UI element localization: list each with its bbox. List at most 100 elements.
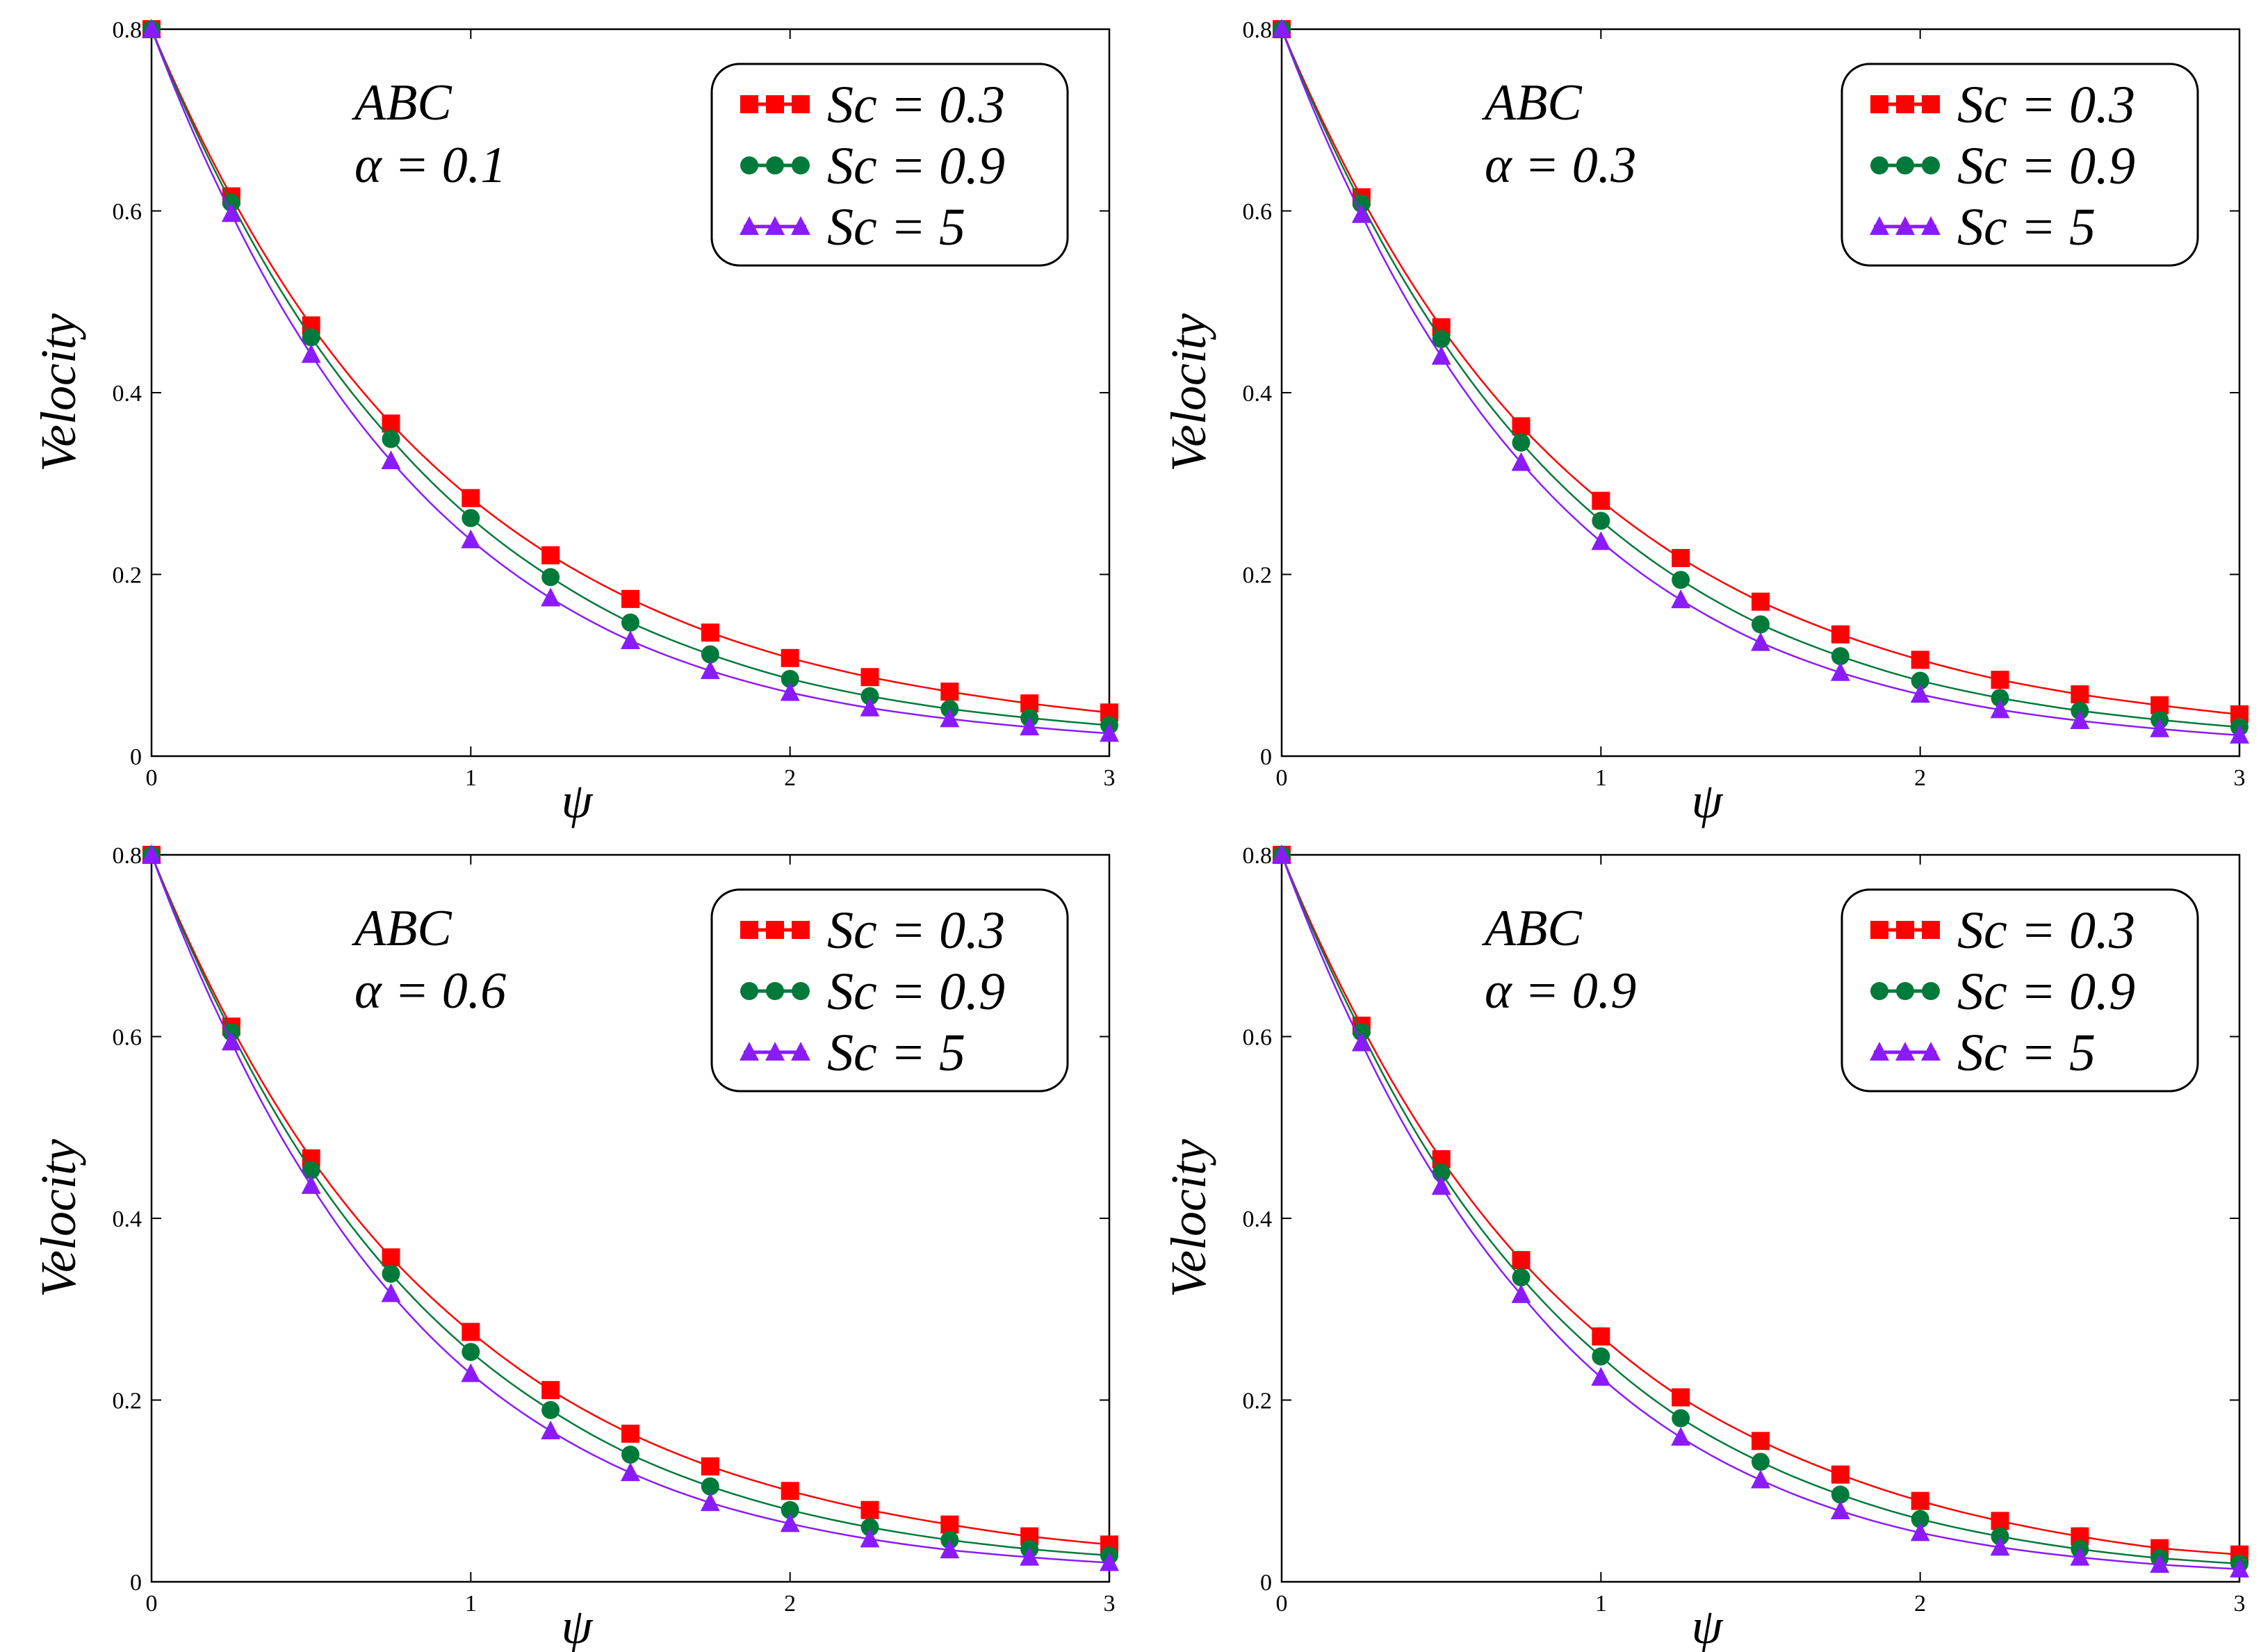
data-point: [461, 529, 481, 548]
x-tick-label: 1: [1595, 1591, 1607, 1617]
legend-entry: Sc = 0.3: [827, 76, 1005, 134]
chart-panel-top-right: 0 1 2 3 0 0.2 0.4 0.6 0.8 ψ Velocity ABC α = 0.3 Sc =…: [1130, 0, 2260, 828]
data-point: [1990, 1537, 2010, 1556]
legend-marker: [792, 156, 810, 174]
data-point: [461, 1363, 481, 1382]
y-tick-label: 0.4: [113, 381, 142, 407]
data-point: [781, 648, 799, 667]
data-point: [1830, 1500, 1850, 1520]
data-point: [621, 613, 639, 632]
data-point: [701, 1457, 719, 1475]
data-point: [1272, 19, 1291, 38]
y-tick-label: 0.8: [1243, 17, 1273, 43]
data-point: [1351, 204, 1371, 223]
data-point: [1672, 548, 1690, 567]
y-tick-label: 0: [130, 744, 142, 770]
data-point: [541, 546, 560, 565]
x-tick-label: 1: [1595, 765, 1607, 791]
y-tick-label: 0.8: [113, 843, 142, 869]
legend-marker: [1922, 156, 1940, 174]
data-point: [1671, 589, 1691, 609]
data-point: [142, 844, 161, 863]
data-point: [301, 1175, 321, 1194]
annotation-label: ABC: [351, 74, 452, 131]
series-1: [1273, 846, 2248, 1573]
data-point: [222, 193, 240, 212]
series-2: [1272, 844, 2249, 1578]
data-point: [1020, 1546, 1040, 1566]
data-point: [621, 1424, 639, 1443]
y-tick-label: 0.6: [113, 199, 142, 225]
annotation-label: ABC: [1481, 900, 1583, 957]
x-axis-label: ψ: [1692, 1598, 1724, 1652]
data-point: [382, 1248, 400, 1267]
chart-panel-bottom-left: 0 1 2 3 0 0.2 0.4 0.6 0.8 ψ Velocity ABC α = 0.6 Sc =…: [0, 826, 1130, 1652]
data-point: [860, 1500, 879, 1519]
legend: Sc = 0.3Sc = 0.9Sc = 5: [1840, 63, 2199, 267]
x-axis-label: ψ: [562, 773, 594, 828]
legend: Sc = 0.3Sc = 0.9Sc = 5: [1840, 888, 2199, 1093]
data-point: [382, 430, 400, 448]
legend-marker: [765, 1042, 785, 1061]
data-point: [1592, 512, 1610, 530]
data-point: [1911, 651, 1929, 669]
legend-marker: [1870, 982, 1888, 1000]
legend-marker: [740, 982, 758, 1000]
legend-entry: Sc = 0.9: [827, 137, 1005, 195]
data-point: [1100, 1552, 1119, 1571]
data-point: [541, 568, 560, 587]
data-point: [621, 630, 640, 649]
series-0: [1273, 20, 2248, 723]
data-point: [302, 1161, 320, 1179]
chart-panel-top-left: 0 1 2 3 0 0.2 0.4 0.6 0.8 ψ Velocity ABC α = 0.1 Sc =…: [0, 0, 1130, 828]
x-axis-label: ψ: [562, 1598, 594, 1652]
data-point: [142, 19, 161, 38]
y-tick-label: 0.2: [113, 1389, 142, 1414]
data-point: [701, 623, 719, 642]
data-point: [462, 509, 480, 528]
data-point: [780, 1513, 800, 1532]
x-axis-label: ψ: [1692, 773, 1724, 828]
series-0: [142, 846, 1118, 1554]
legend-marker: [1896, 156, 1914, 174]
legend-marker: [740, 216, 759, 235]
data-point: [1910, 1522, 1930, 1541]
legend-marker: [765, 216, 785, 235]
data-point: [302, 328, 320, 347]
y-tick-label: 0.6: [1243, 1025, 1273, 1051]
chart-panel-bottom-right: 0 1 2 3 0 0.2 0.4 0.6 0.8 ψ Velocity ABC α = 0.9 Sc =…: [1130, 826, 2260, 1652]
data-point: [621, 1462, 640, 1482]
y-axis-label: Velocity: [1161, 1139, 1216, 1298]
alpha-label: α = 0.9: [1485, 963, 1636, 1020]
data-point: [2150, 1554, 2170, 1573]
data-point: [1991, 1512, 2009, 1530]
data-point: [462, 489, 480, 507]
x-tick-label: 2: [1914, 765, 1926, 791]
x-tick-label: 0: [1276, 765, 1288, 791]
data-point: [2071, 685, 2089, 704]
y-tick-label: 0.4: [1243, 381, 1273, 407]
data-point: [1672, 571, 1690, 589]
legend-marker: [791, 216, 810, 235]
legend-marker: [740, 156, 758, 174]
x-tick-label: 0: [146, 765, 158, 791]
y-tick-label: 0.8: [113, 17, 142, 43]
data-point: [1672, 1409, 1690, 1428]
legend-marker: [766, 982, 784, 1000]
x-tick-label: 3: [2234, 765, 2246, 791]
data-point: [1831, 625, 1850, 644]
data-point: [1512, 433, 1531, 452]
data-point: [701, 1477, 719, 1496]
legend-marker: [1870, 216, 1889, 235]
legend-marker: [740, 921, 758, 939]
legend-entry: Sc = 5: [827, 198, 965, 256]
alpha-label: α = 0.6: [354, 963, 506, 1020]
data-point: [781, 1500, 799, 1519]
data-point: [2070, 710, 2090, 730]
data-point: [541, 1400, 560, 1419]
x-tick-label: 0: [146, 1591, 158, 1617]
x-tick-label: 3: [1104, 765, 1116, 791]
legend-marker: [740, 95, 758, 113]
data-point: [1432, 329, 1451, 348]
data-point: [1751, 632, 1770, 651]
